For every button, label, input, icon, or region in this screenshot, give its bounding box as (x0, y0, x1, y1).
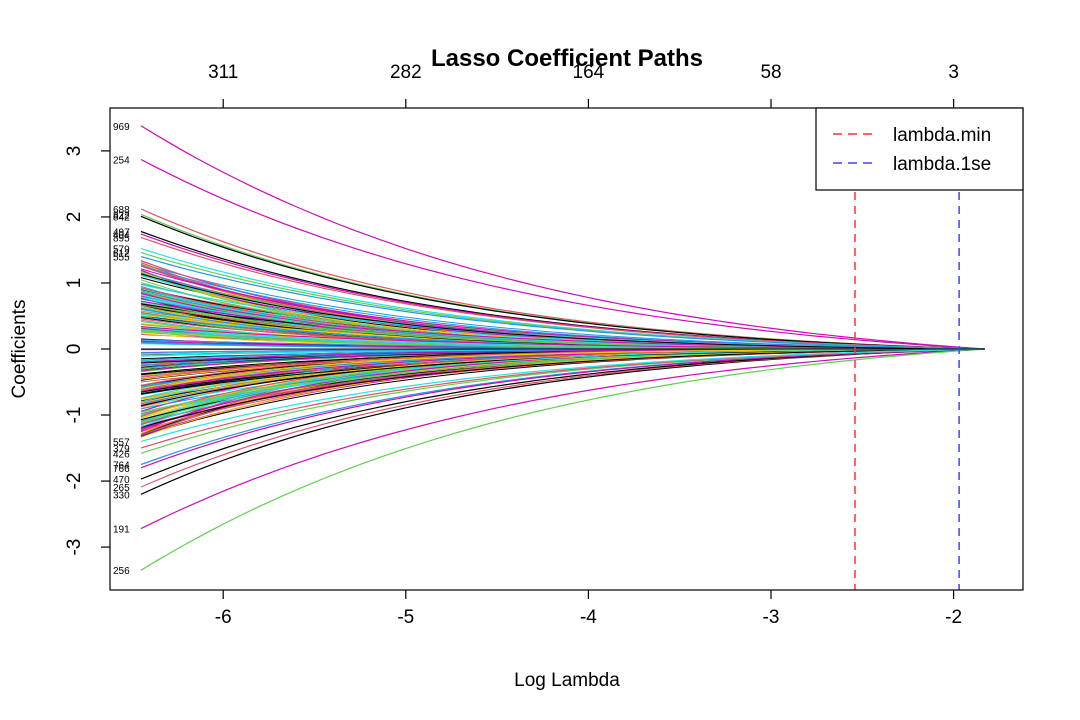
x-axis-label: Log Lambda (514, 670, 620, 691)
variable-label: 497 (113, 227, 130, 238)
coefficient-path-969 (140, 125, 985, 350)
top-tick-label: 311 (208, 62, 238, 83)
coefficient-path (140, 348, 985, 428)
coefficient-path-254 (140, 158, 985, 350)
y-tick-label: 0 (64, 344, 85, 355)
coefficient-path-191 (140, 348, 985, 530)
coefficient-path-256 (140, 348, 985, 571)
top-tick-label: 164 (573, 62, 605, 83)
variable-label: 688 (113, 205, 130, 216)
top-tick-label: 3 (948, 62, 959, 83)
x-tick-label: -4 (580, 607, 597, 628)
legend-label-lambda-1se: lambda.1se (893, 154, 991, 175)
variable-label: 895 (113, 233, 130, 244)
variable-label: 265 (113, 483, 130, 494)
variable-label: 256 (113, 566, 130, 577)
legend-box (815, 107, 1024, 191)
top-tick-label: 282 (390, 62, 422, 83)
variable-label: 254 (113, 156, 130, 167)
coefficient-path-555 (140, 256, 985, 350)
coefficient-paths (140, 125, 985, 571)
reference-lines (854, 108, 960, 590)
variable-label: 557 (113, 437, 130, 448)
variable-label: 555 (113, 253, 130, 264)
y-tick-label: -3 (64, 539, 85, 556)
y-axis: -3 -2 -1 0 1 2 3 (64, 146, 110, 556)
x-axis: -6 -5 -4 -3 -2 (215, 590, 962, 628)
top-tick-label: 58 (760, 62, 781, 83)
variable-label: 842 (113, 212, 130, 223)
coefficient-path-557 (140, 348, 985, 442)
chart-title: Lasso Coefficient Paths (431, 45, 703, 72)
coefficient-path-842 (140, 215, 985, 350)
y-tick-label: -1 (64, 407, 85, 424)
y-tick-label: 3 (64, 146, 85, 157)
top-axis: 311 282 164 58 3 (208, 62, 959, 108)
legend: lambda.min lambda.1se (815, 107, 1024, 191)
variable-label: 426 (113, 449, 130, 460)
x-tick-label: -6 (215, 607, 232, 628)
x-tick-label: -3 (763, 607, 780, 628)
y-tick-label: -2 (64, 473, 85, 490)
variable-label: 404 (113, 230, 130, 241)
variable-label: 822 (113, 210, 130, 221)
y-tick-label: 1 (64, 278, 85, 289)
y-axis-label: Coefficients (9, 300, 30, 399)
variable-label: 969 (113, 122, 130, 133)
coefficient-path (140, 273, 985, 350)
variable-label: 612 (113, 249, 130, 260)
variable-label: 579 (113, 245, 130, 256)
variable-label: 764 (113, 461, 130, 472)
variable-label: 379 (113, 444, 130, 455)
x-tick-label: -2 (945, 607, 962, 628)
variable-label: 191 (113, 525, 130, 536)
variable-label: 766 (113, 464, 130, 475)
variable-label: 330 (113, 490, 130, 501)
x-tick-label: -5 (397, 607, 414, 628)
legend-label-lambda-min: lambda.min (893, 125, 991, 146)
variable-label: 470 (113, 475, 130, 486)
y-tick-label: 2 (64, 212, 85, 223)
